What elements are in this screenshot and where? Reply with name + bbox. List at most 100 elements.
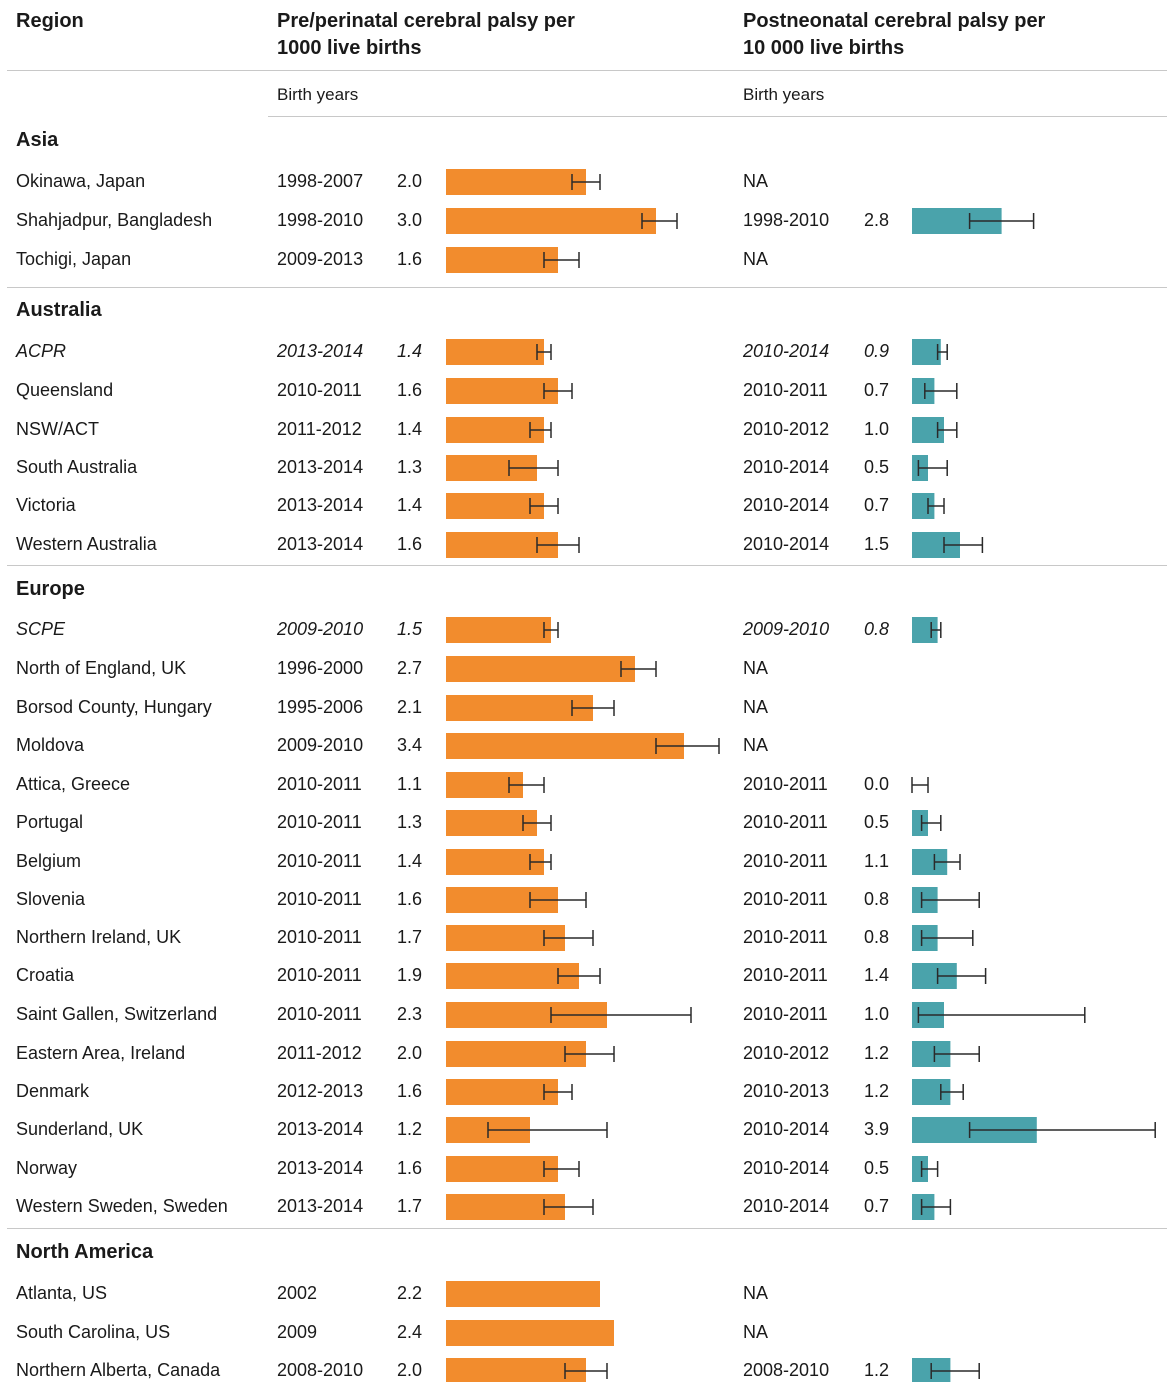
region-label: Croatia: [16, 965, 75, 985]
post-bar: [912, 1156, 928, 1182]
pre-value-label: 1.4: [397, 419, 423, 439]
post-value-label: 1.1: [864, 851, 890, 871]
post-error-bar: [920, 930, 974, 946]
pre-bar: [446, 247, 558, 273]
pre-error-bar: [655, 738, 720, 754]
birth-years-pre-label: Birth years: [277, 85, 359, 104]
pre-birth-years: 2013-2014: [277, 341, 364, 361]
pre-birth-years: 2013-2014: [277, 457, 364, 477]
post-birth-years: 2008-2010: [743, 1360, 830, 1380]
region-label: Okinawa, Japan: [16, 171, 146, 191]
pre-error-bar: [557, 968, 601, 984]
group-title: North America: [16, 1241, 154, 1263]
post-birth-years: 2010-2014: [743, 495, 830, 515]
pre-error-bar: [543, 252, 580, 268]
pre-value-label: 1.4: [397, 495, 423, 515]
group-title: Europe: [16, 578, 85, 600]
pre-birth-years: 2010-2011: [277, 889, 362, 909]
pre-birth-years: 1998-2010: [277, 210, 364, 230]
post-birth-years: 2010-2012: [743, 1043, 830, 1063]
postneonatal-title-line1: Postneonatal cerebral palsy per: [743, 10, 1046, 32]
pre-value-label: 1.7: [397, 1196, 423, 1216]
pre-birth-years: 2009-2013: [277, 249, 364, 269]
region-label: NSW/ACT: [16, 419, 99, 439]
post-value-label: 0.5: [864, 1158, 890, 1178]
pre-birth-years: 2010-2011: [277, 1004, 362, 1024]
pre-value-label: 1.6: [397, 1081, 423, 1101]
pre-value-label: 2.0: [397, 171, 423, 191]
pre-value-label: 2.1: [397, 697, 423, 717]
group-title: Australia: [16, 299, 102, 321]
pre-bar: [446, 493, 544, 519]
pre-birth-years: 2011-2012: [277, 1043, 362, 1063]
subheader-divider: [268, 116, 1167, 117]
post-error-bar: [933, 1046, 980, 1062]
post-value-label: 1.5: [864, 534, 890, 554]
region-label: Sunderland, UK: [16, 1119, 144, 1139]
post-birth-years: NA: [743, 1283, 769, 1303]
post-birth-years: NA: [743, 171, 769, 191]
pre-bar: [446, 695, 593, 721]
post-error-bar: [943, 537, 984, 553]
pre-birth-years: 2010-2011: [277, 812, 362, 832]
pre-value-label: 1.3: [397, 457, 423, 477]
post-error-bar: [936, 968, 987, 984]
pre-birth-years: 1995-2006: [277, 697, 364, 717]
post-birth-years: 2010-2011: [743, 380, 828, 400]
group-divider: [7, 287, 1167, 288]
post-error-bar: [968, 213, 1035, 229]
pre-value-label: 1.9: [397, 965, 423, 985]
post-error-bar: [917, 1007, 1086, 1023]
pre-birth-years: 2010-2011: [277, 965, 362, 985]
post-birth-years: 2010-2014: [743, 457, 830, 477]
post-error-bar: [920, 892, 980, 908]
post-birth-years: 2010-2014: [743, 1196, 830, 1216]
post-birth-years: 2010-2011: [743, 851, 828, 871]
pre-bar: [446, 1358, 586, 1382]
pre-bar: [446, 1079, 558, 1105]
region-label: Queensland: [16, 380, 114, 400]
pre-value-label: 3.4: [397, 735, 423, 755]
pre-value-label: 1.6: [397, 534, 423, 554]
pre-error-bar: [536, 344, 552, 360]
post-value-label: 3.9: [864, 1119, 890, 1139]
post-birth-years: 2010-2014: [743, 1119, 830, 1139]
header-divider: [7, 70, 1167, 71]
group-divider: [7, 1228, 1167, 1229]
post-birth-years: 2010-2014: [743, 341, 830, 361]
pre-error-bar: [508, 777, 545, 793]
pre-error-bar: [620, 661, 657, 677]
region-label: Western Australia: [16, 534, 157, 554]
post-birth-years: 2010-2013: [743, 1081, 830, 1101]
post-value-label: 1.0: [864, 1004, 890, 1024]
pre-error-bar: [543, 1084, 573, 1100]
post-bar: [912, 493, 935, 519]
pre-bar: [446, 810, 537, 836]
region-label: Saint Gallen, Switzerland: [16, 1004, 218, 1024]
pre-error-bar: [529, 854, 552, 870]
pre-error-bar: [536, 537, 580, 553]
pre-value-label: 1.4: [397, 851, 423, 871]
pre-bar: [446, 339, 544, 365]
post-value-label: 0.7: [864, 495, 890, 515]
pre-error-bar: [543, 930, 594, 946]
pre-birth-years: 2009-2010: [277, 619, 364, 639]
post-birth-years: 2010-2011: [743, 812, 828, 832]
pre-error-bar: [487, 1122, 608, 1138]
post-birth-years: NA: [743, 1322, 769, 1342]
post-value-label: 0.7: [864, 380, 890, 400]
region-label: Northern Ireland, UK: [16, 927, 182, 947]
pre-error-bar: [641, 213, 678, 229]
postneonatal-title-line2: 10 000 live births: [743, 37, 905, 59]
region-label: North of England, UK: [16, 658, 187, 678]
pre-birth-years: 2009-2010: [277, 735, 364, 755]
post-birth-years: 2010-2011: [743, 774, 828, 794]
region-label: South Carolina, US: [16, 1322, 171, 1342]
region-label: Victoria: [16, 495, 76, 515]
birth-years-post-label: Birth years: [743, 85, 825, 104]
pre-value-label: 1.1: [397, 774, 423, 794]
pre-error-bar: [529, 498, 559, 514]
pre-error-bar: [529, 892, 587, 908]
post-error-bar: [940, 1084, 964, 1100]
